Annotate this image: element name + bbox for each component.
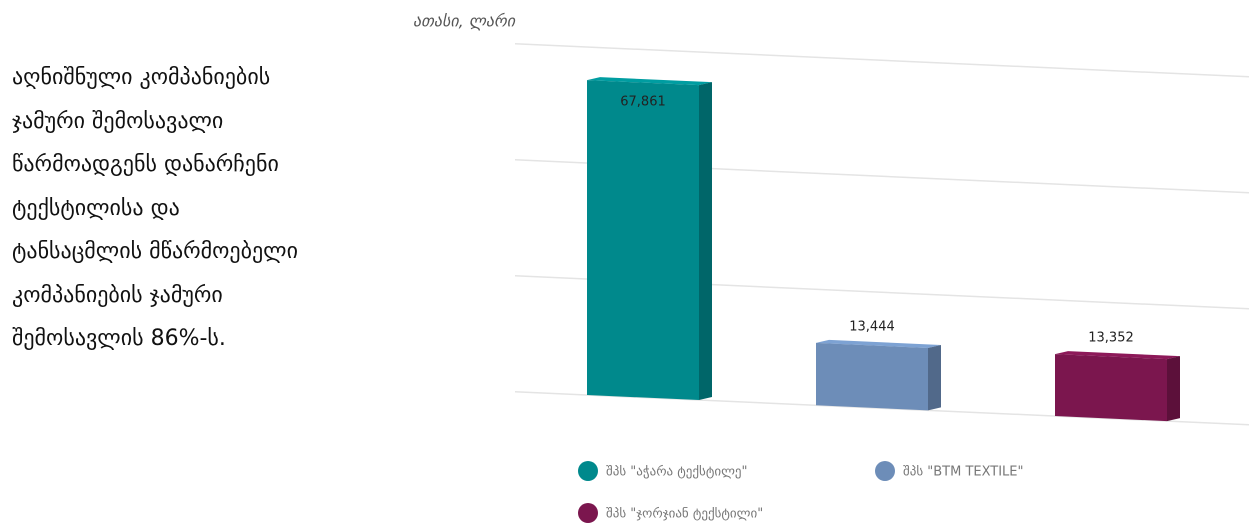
legend-label: შპს "აჭარა ტექსტილე" [606, 465, 748, 480]
data-label: 67,861 [620, 95, 666, 110]
bar-side [699, 82, 712, 401]
description: აღნიშნული კომპანიების ჯამური შემოსავალი … [12, 65, 298, 351]
bar-side [928, 344, 941, 411]
bar-top [1055, 351, 1180, 360]
grid-line [514, 43, 1249, 78]
bar-top [816, 339, 941, 348]
bar [816, 339, 941, 411]
legend-marker [578, 503, 598, 523]
bar [1055, 351, 1180, 422]
bar-top [587, 77, 712, 86]
legend-label: შპს "BTM TEXTILE" [903, 465, 1024, 480]
data-label: 13,352 [1088, 331, 1134, 346]
bar-front [816, 342, 928, 411]
legend-marker [875, 461, 895, 481]
bar-side [1167, 356, 1180, 422]
grid-line [514, 391, 1249, 426]
bar-front [587, 80, 699, 401]
legend-label: შპს "ჯორჯიან ტექსტილი" [606, 507, 763, 522]
bar [587, 77, 712, 401]
bar-front [1055, 354, 1167, 422]
legend-marker [578, 461, 598, 481]
y-axis-label: ათასი, ლარი [413, 12, 517, 31]
data-label: 13,444 [849, 319, 895, 334]
